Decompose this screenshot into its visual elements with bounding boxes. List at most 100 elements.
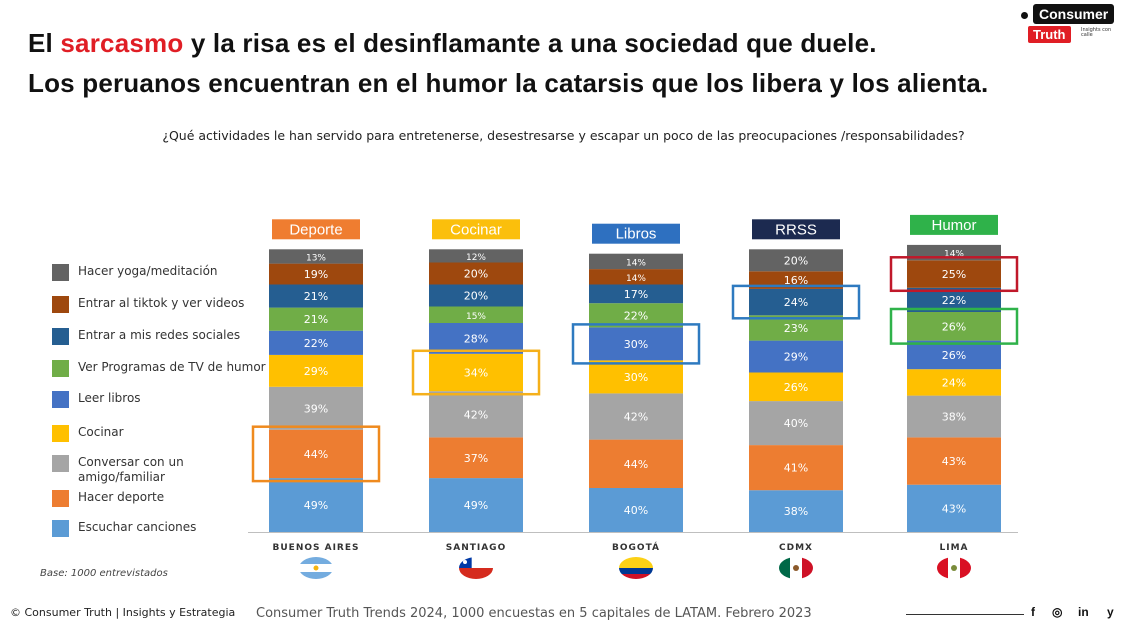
base-note: Base: 1000 entrevistados bbox=[40, 568, 168, 579]
bar-segment-santiago-entrar-a-mis-redes-sociales bbox=[429, 284, 523, 307]
highlight-box-lima-ver-programas-de-tv-de-humor bbox=[889, 307, 1019, 345]
highlight-box-santiago-cocinar bbox=[411, 349, 541, 396]
flag-chile-icon bbox=[459, 557, 493, 579]
legend-item-escuchar-canciones: Escuchar canciones bbox=[52, 520, 272, 537]
bar-segment-buenos-aires-hacer-deporte bbox=[269, 429, 363, 479]
logo-truth-text: Truth bbox=[1028, 26, 1071, 43]
linkedin-icon[interactable]: in bbox=[1078, 605, 1089, 619]
highlight-box-buenos-aires-hacer-deporte bbox=[251, 425, 381, 483]
bar-segment-lima-cocinar bbox=[907, 369, 1001, 396]
legend-swatch bbox=[52, 360, 69, 377]
legend-item-entrar-a-mis-redes-sociales: Entrar a mis redes sociales bbox=[52, 328, 272, 345]
instagram-icon[interactable]: ◎ bbox=[1052, 605, 1063, 619]
legend-swatch bbox=[52, 391, 69, 408]
facebook-icon[interactable]: f bbox=[1031, 605, 1035, 619]
bar-segment-buenos-aires-cocinar bbox=[269, 354, 363, 387]
bar-segment-cdmx-leer-libros bbox=[749, 340, 843, 373]
bar-segment-lima-escuchar-canciones bbox=[907, 484, 1001, 532]
x-tick-label: CDMX bbox=[779, 543, 813, 553]
legend-label: Escuchar canciones bbox=[78, 520, 197, 534]
category-header-box-cdmx bbox=[752, 219, 840, 240]
data-label: 42% bbox=[624, 411, 648, 424]
category-header-label: Libros bbox=[616, 226, 657, 243]
data-label: 23% bbox=[784, 322, 808, 335]
data-label: 24% bbox=[784, 296, 808, 309]
legend-item-entrar-al-tiktok-y-ver-videos: Entrar al tiktok y ver videos bbox=[52, 296, 272, 313]
legend-swatch bbox=[52, 264, 69, 281]
bar-segment-lima-leer-libros bbox=[907, 340, 1001, 370]
data-label: 26% bbox=[784, 381, 808, 394]
bar-segment-bogota-leer-libros bbox=[589, 327, 683, 361]
bar-segment-bogota-hacer-yoga-meditacion bbox=[589, 253, 683, 270]
legend-swatch bbox=[52, 490, 69, 507]
twitter-icon[interactable]: y bbox=[1107, 605, 1114, 619]
highlight-box-bogota-leer-libros bbox=[571, 323, 701, 365]
legend-item-cocinar: Cocinar bbox=[52, 425, 272, 442]
bar-segment-buenos-aires-entrar-a-mis-redes-sociales bbox=[269, 284, 363, 308]
bar-segment-santiago-cocinar bbox=[429, 353, 523, 392]
bar-segment-lima-ver-programas-de-tv-de-humor bbox=[907, 312, 1001, 341]
category-header-label: Cocinar bbox=[450, 221, 502, 238]
flag-peru-icon bbox=[937, 557, 971, 579]
headline-pre: El bbox=[28, 28, 61, 58]
bar-segment-santiago-hacer-yoga-meditacion bbox=[429, 249, 523, 263]
bar-segment-santiago-leer-libros bbox=[429, 323, 523, 354]
bar-segment-bogota-cocinar bbox=[589, 360, 683, 394]
footer-copyright: © Consumer Truth | Insights y Estrategia bbox=[10, 606, 236, 619]
flag-colombia-icon bbox=[619, 557, 653, 579]
data-label: 20% bbox=[464, 268, 488, 281]
category-header-box-bogota bbox=[592, 223, 680, 244]
flag-argentina-icon bbox=[299, 557, 333, 579]
data-label: 22% bbox=[304, 337, 328, 350]
data-label: 16% bbox=[784, 274, 808, 287]
bar-segment-lima-entrar-al-tiktok-y-ver-videos bbox=[907, 260, 1001, 288]
data-label: 26% bbox=[942, 320, 966, 333]
data-label: 29% bbox=[784, 351, 808, 364]
data-label: 44% bbox=[624, 458, 648, 471]
bar-segment-santiago-escuchar-canciones bbox=[429, 478, 523, 532]
headline-accent-word: sarcasmo bbox=[60, 28, 184, 58]
legend-swatch bbox=[52, 296, 69, 313]
data-label: 20% bbox=[464, 290, 488, 303]
category-header-box-buenos-aires bbox=[272, 219, 360, 240]
data-label: 44% bbox=[304, 448, 328, 461]
data-label: 41% bbox=[784, 462, 808, 475]
data-label: 38% bbox=[942, 411, 966, 424]
bar-segment-cdmx-hacer-yoga-meditacion bbox=[749, 249, 843, 272]
data-label: 40% bbox=[784, 417, 808, 430]
footer-source: Consumer Truth Trends 2024, 1000 encuest… bbox=[256, 606, 812, 621]
flag-mexico-icon bbox=[779, 557, 813, 579]
bar-segment-cdmx-conversar-con-un-amigo-familiar bbox=[749, 401, 843, 446]
data-label: 24% bbox=[942, 376, 966, 389]
bar-segment-santiago-conversar-con-un-amigo-familiar bbox=[429, 391, 523, 438]
footer-divider bbox=[906, 614, 1024, 615]
data-label: 37% bbox=[464, 452, 488, 465]
bar-segment-buenos-aires-escuchar-canciones bbox=[269, 478, 363, 532]
logo-consumer-text: Consumer bbox=[1033, 4, 1115, 24]
x-tick-label: BUENOS AIRES bbox=[273, 543, 360, 553]
bar-segment-santiago-hacer-deporte bbox=[429, 437, 523, 479]
data-label: 30% bbox=[624, 371, 648, 384]
legend-label: Conversar con un amigo/familiar bbox=[78, 455, 184, 484]
bar-segment-buenos-aires-ver-programas-de-tv-de-humor bbox=[269, 307, 363, 331]
logo-insights-text: Insights con calle bbox=[1081, 27, 1112, 38]
legend-item-hacer-yoga-meditacion: Hacer yoga/meditación bbox=[52, 264, 272, 281]
bar-segment-lima-conversar-con-un-amigo-familiar bbox=[907, 395, 1001, 438]
bar-segment-cdmx-entrar-a-mis-redes-sociales bbox=[749, 288, 843, 316]
bar-segment-cdmx-hacer-deporte bbox=[749, 445, 843, 491]
legend-swatch bbox=[52, 425, 69, 442]
data-label: 19% bbox=[304, 268, 328, 281]
bar-segment-buenos-aires-entrar-al-tiktok-y-ver-videos bbox=[269, 263, 363, 285]
bar-segment-cdmx-cocinar bbox=[749, 372, 843, 402]
data-label: 42% bbox=[464, 408, 488, 421]
data-label: 43% bbox=[942, 502, 966, 515]
data-label: 43% bbox=[942, 455, 966, 468]
bar-segment-cdmx-escuchar-canciones bbox=[749, 490, 843, 532]
headline-post: y la risa es el desinflamante a una soci… bbox=[183, 28, 877, 58]
legend-swatch bbox=[52, 520, 69, 537]
bar-segment-lima-hacer-deporte bbox=[907, 437, 1001, 485]
bar-segment-cdmx-entrar-al-tiktok-y-ver-videos bbox=[749, 271, 843, 289]
legend-label: Hacer yoga/meditación bbox=[78, 264, 218, 278]
data-label: 39% bbox=[304, 402, 328, 415]
